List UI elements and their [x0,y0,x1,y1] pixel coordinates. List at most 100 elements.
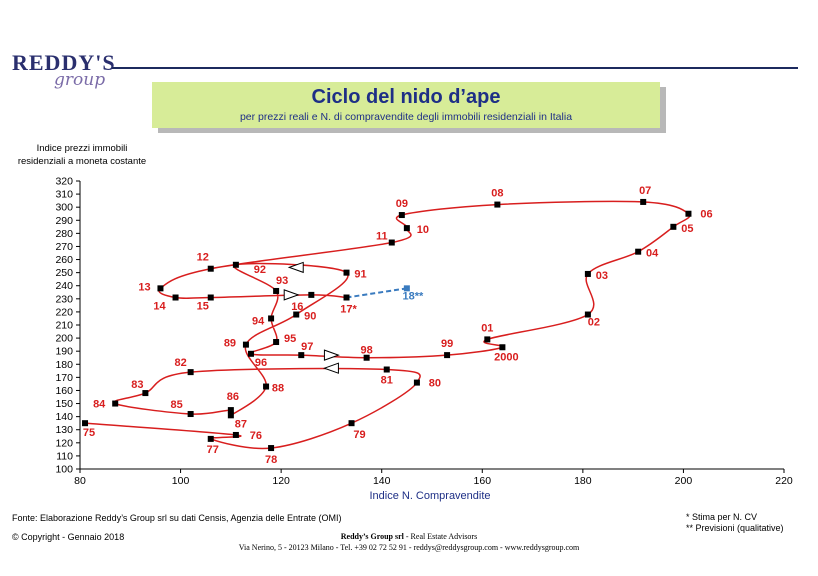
x-tick-label: 220 [775,475,793,487]
x-tick-label: 120 [272,475,290,487]
data-point-marker [494,201,501,208]
data-point-label: 05 [681,223,693,235]
data-point-marker [635,248,642,255]
data-point-marker [142,390,149,397]
data-point-label: 85 [171,399,183,411]
company-name: Reddy’s Group srl [340,532,404,541]
data-point-marker [172,294,179,301]
data-point-marker [383,366,390,373]
data-point-marker [403,225,410,232]
data-point-label: 10 [417,224,429,236]
y-axis-label: Indice prezzi immobili residenziali a mo… [17,143,147,167]
data-point-marker [398,212,405,219]
data-point-label: 77 [207,444,219,456]
forecast-line [346,287,408,299]
data-point-marker [112,400,119,407]
data-point-label: 95 [284,333,296,345]
chart-subtitle: per prezzi reali e N. di compravendite d… [239,111,573,123]
data-point-marker [348,420,355,427]
data-point-label: 12 [197,252,209,264]
y-tick-label: 150 [55,398,73,410]
x-tick-label: 200 [675,475,693,487]
data-point-marker [207,265,214,272]
y-tick-label: 120 [55,437,73,449]
data-point-marker [187,411,194,418]
data-point-label: 89 [224,338,236,350]
y-tick-label: 110 [56,450,73,462]
data-point-label: 90 [304,311,316,323]
address-line: Via Nerino, 5 - 20123 Milano - Tel. +39 … [238,543,580,552]
direction-arrow-icon [323,349,340,361]
x-axis-label: Indice N. Compravendite [369,490,490,502]
y-tick-label: 190 [55,346,73,358]
company-line: Reddy’s Group srl - Real Estate Advisors [0,532,818,541]
data-point-label: 82 [175,357,187,369]
data-point-marker [273,287,280,294]
y-tick-label: 290 [55,215,73,227]
y-tick-label: 170 [55,372,73,384]
y-tick-label: 140 [55,411,73,423]
data-point-label: 08 [491,188,503,200]
data-point-marker [207,435,214,442]
data-point-label: 98 [361,345,373,357]
data-point-marker [293,311,300,318]
data-point-label: 92 [254,264,266,276]
data-point-marker [187,369,194,376]
data-point-marker [685,210,692,217]
y-tick-label: 280 [55,228,73,240]
data-point-marker [227,412,234,419]
data-point-label: 18** [402,290,424,302]
data-point-marker [584,311,591,318]
data-point-label: 86 [227,391,239,403]
x-tick-label: 160 [474,475,492,487]
data-point-marker [268,445,275,452]
labels-layer: 75 76 77 78 79 80 81 82 83 84 85 86 87 88 89 90 91 92 93 94… [83,185,713,466]
x-tick-label: 140 [373,475,391,487]
data-point-label: 97 [301,341,313,353]
data-point-label: 09 [396,198,408,210]
data-point-label: 87 [235,418,247,430]
data-point-marker [444,352,451,359]
y-tick-label: 210 [55,320,73,332]
data-point-label: 79 [353,429,365,441]
direction-arrow-icon [283,289,300,301]
data-point-marker [273,339,280,346]
data-point-marker [247,350,254,357]
y-tick-label: 310 [55,189,73,201]
data-point-marker [263,383,270,390]
copyright-note: © Copyright - Gennaio 2018 [12,532,125,542]
data-point-label: 78 [265,454,277,466]
y-tick-label: 250 [55,267,73,279]
data-point-label: 13 [138,281,150,293]
data-point-label: 99 [441,338,453,350]
data-point-label: 93 [276,275,288,287]
direction-arrow-icon [287,261,304,274]
data-point-marker [640,198,647,205]
forecast-note: ** Previsioni (qualitative) [686,523,784,533]
data-point-label: 11 [376,231,388,243]
data-point-marker [242,341,249,348]
data-point-label: 75 [83,427,95,439]
data-point-marker [499,344,506,351]
data-point-marker [308,291,315,298]
source-note: Fonte: Elaborazione Reddy’s Group srl su… [12,513,342,523]
estimate-note: * Stima per N. CV [686,512,758,522]
data-point-label: 15 [197,301,209,313]
data-point-label: 81 [381,375,393,387]
data-point-marker [363,354,370,361]
y-tick-label: 130 [55,424,73,436]
data-point-label: 17* [340,304,357,316]
y-tick-label: 160 [55,385,73,397]
data-point-label: 03 [596,270,608,282]
y-tick-label: 300 [55,202,73,214]
data-point-marker [157,285,164,292]
reddys-logo: REDDY'S group [12,50,122,94]
data-point-marker [413,379,420,386]
data-point-marker [343,269,350,276]
data-point-marker [388,239,395,246]
data-point-marker [268,315,275,322]
x-tick-label: 80 [74,475,86,487]
data-point-marker [670,223,677,230]
data-point-label: 96 [255,357,267,369]
data-point-marker [227,407,234,414]
